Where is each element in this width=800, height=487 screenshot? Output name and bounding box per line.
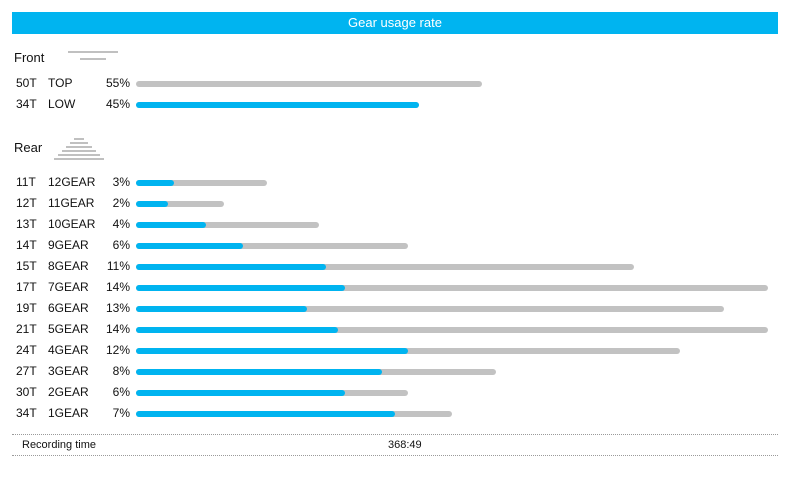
usage-bar-track xyxy=(136,264,634,270)
gear-teeth-label: 34T xyxy=(16,406,37,420)
gear-usage-percent: 11% xyxy=(106,259,130,273)
front-gear-row: 50T TOP 55% xyxy=(0,73,800,93)
gear-usage-percent: 7% xyxy=(112,406,130,420)
gear-teeth-label: 50T xyxy=(16,76,37,90)
gear-usage-percent: 6% xyxy=(112,238,130,252)
gear-name-label: 2GEAR xyxy=(48,385,89,399)
gear-usage-percent: 2% xyxy=(112,196,130,210)
rear-gear-row: 17T 7GEAR 14% xyxy=(0,277,800,297)
rear-gear-row: 21T 5GEAR 14% xyxy=(0,319,800,339)
usage-bar-fill xyxy=(136,222,206,228)
footer-divider-bottom xyxy=(12,455,778,456)
gear-usage-percent: 4% xyxy=(112,217,130,231)
usage-bar-fill xyxy=(136,306,307,312)
gear-teeth-label: 21T xyxy=(16,322,37,336)
gear-name-label: 7GEAR xyxy=(48,280,89,294)
gear-teeth-label: 14T xyxy=(16,238,37,252)
rear-section-title: Rear xyxy=(14,140,43,155)
recording-time-value: 368:49 xyxy=(388,439,422,451)
gear-teeth-label: 34T xyxy=(16,97,37,111)
gear-teeth-label: 30T xyxy=(16,385,37,399)
front-chainring-icon xyxy=(68,51,120,63)
usage-bar-track xyxy=(136,348,680,354)
usage-bar-fill xyxy=(136,180,174,186)
gear-teeth-label: 24T xyxy=(16,343,37,357)
rear-gear-row: 15T 8GEAR 11% xyxy=(0,256,800,276)
front-gear-row: 34T LOW 45% xyxy=(0,94,800,114)
usage-bar-fill xyxy=(136,264,326,270)
gear-usage-percent: 55% xyxy=(105,76,130,90)
gear-name-label: 6GEAR xyxy=(48,301,89,315)
usage-bar-track xyxy=(136,285,768,291)
rear-gear-row: 14T 9GEAR 6% xyxy=(0,235,800,255)
usage-bar-track xyxy=(136,243,408,249)
gear-usage-percent: 14% xyxy=(105,280,130,294)
recording-time-row: Recording time 368:49 xyxy=(12,436,778,454)
gear-usage-percent: 12% xyxy=(105,343,130,357)
usage-bar-track xyxy=(136,306,724,312)
gear-usage-percent: 8% xyxy=(112,364,130,378)
rear-cassette-icon xyxy=(54,138,106,162)
gear-usage-percent: 13% xyxy=(105,301,130,315)
gear-teeth-label: 19T xyxy=(16,301,37,315)
rear-gear-row: 12T 11GEAR 2% xyxy=(0,193,800,213)
usage-bar-track xyxy=(136,201,224,207)
page-title: Gear usage rate xyxy=(348,15,442,30)
rear-gear-row: 13T 10GEAR 4% xyxy=(0,214,800,234)
recording-time-label: Recording time xyxy=(22,439,96,451)
header-bar: Gear usage rate xyxy=(12,12,778,34)
gear-usage-percent: 14% xyxy=(105,322,130,336)
usage-bar-fill xyxy=(136,285,345,291)
gear-name-label: 12GEAR xyxy=(48,175,96,189)
gear-name-label: TOP xyxy=(48,76,73,90)
rear-gear-row: 19T 6GEAR 13% xyxy=(0,298,800,318)
usage-bar-fill xyxy=(136,411,395,417)
gear-name-label: 5GEAR xyxy=(48,322,89,336)
gear-name-label: 9GEAR xyxy=(48,238,89,252)
gear-usage-percent: 3% xyxy=(112,175,130,189)
usage-bar-fill xyxy=(136,243,243,249)
gear-teeth-label: 15T xyxy=(16,259,37,273)
gear-name-label: 10GEAR xyxy=(48,217,96,231)
footer-divider-top xyxy=(12,434,778,435)
gear-teeth-label: 17T xyxy=(16,280,37,294)
usage-bar-fill xyxy=(136,348,408,354)
rear-gear-row: 11T 12GEAR 3% xyxy=(0,172,800,192)
usage-bar-track xyxy=(136,81,482,87)
gear-teeth-label: 11T xyxy=(16,175,36,189)
rear-gear-row: 27T 3GEAR 8% xyxy=(0,361,800,381)
usage-bar-fill xyxy=(136,102,419,108)
gear-name-label: 4GEAR xyxy=(48,343,89,357)
rear-gear-row: 24T 4GEAR 12% xyxy=(0,340,800,360)
gear-name-label: 8GEAR xyxy=(48,259,89,273)
gear-teeth-label: 27T xyxy=(16,364,37,378)
front-section-title: Front xyxy=(14,50,45,65)
usage-bar-fill xyxy=(136,390,345,396)
usage-bar-fill xyxy=(136,369,382,375)
gear-teeth-label: 12T xyxy=(16,196,37,210)
gear-name-label: 11GEAR xyxy=(48,196,95,210)
usage-bar-track xyxy=(136,222,319,228)
rear-gear-row: 30T 2GEAR 6% xyxy=(0,382,800,402)
gear-name-label: 1GEAR xyxy=(48,406,89,420)
gear-teeth-label: 13T xyxy=(16,217,37,231)
gear-name-label: 3GEAR xyxy=(48,364,89,378)
usage-bar-track xyxy=(136,327,768,333)
usage-bar-track xyxy=(136,180,267,186)
usage-bar-fill xyxy=(136,201,168,207)
gear-usage-percent: 6% xyxy=(112,385,130,399)
rear-gear-row: 34T 1GEAR 7% xyxy=(0,403,800,423)
usage-bar-fill xyxy=(136,327,338,333)
gear-name-label: LOW xyxy=(48,97,76,111)
gear-usage-percent: 45% xyxy=(105,97,130,111)
